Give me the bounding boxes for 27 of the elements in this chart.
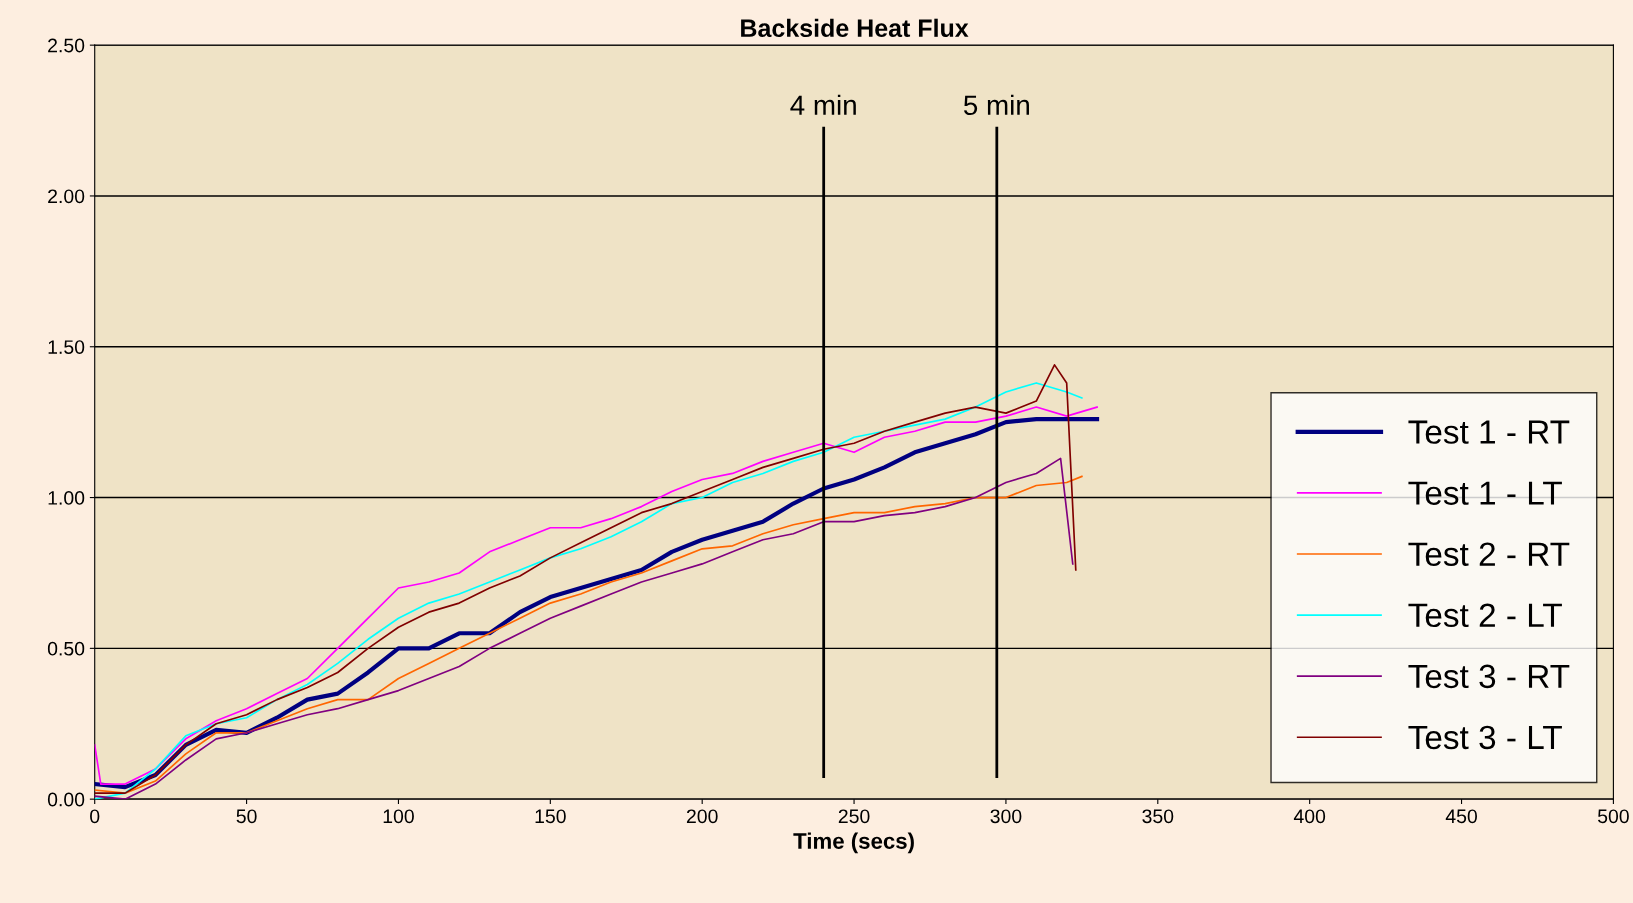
- x-tick-label: 200: [686, 809, 718, 824]
- x-tick-label: 350: [1142, 809, 1174, 824]
- x-tick-label: 250: [838, 809, 870, 824]
- legend-label: Test 1 - LT: [1408, 481, 1562, 505]
- x-tick-label: 450: [1445, 809, 1477, 824]
- x-axis-title: Time (secs): [793, 832, 914, 854]
- chart-title: Backside Heat Flux: [741, 18, 969, 38]
- legend-label: Test 1 - RT: [1408, 420, 1570, 444]
- legend-label: Test 2 - RT: [1408, 542, 1570, 567]
- y-tick-label: 0.50: [47, 641, 85, 656]
- legend-label: Test 3 - RT: [1408, 664, 1570, 689]
- x-tick-label: 150: [535, 809, 566, 824]
- x-tick-label: 0: [90, 809, 100, 824]
- x-tick-label: 100: [383, 809, 414, 824]
- x-tick-label: 50: [236, 809, 257, 824]
- legend-label: Test 2 - LT: [1408, 603, 1562, 628]
- y-tick-label: 2.00: [48, 189, 85, 204]
- x-tick-label: 500: [1597, 809, 1629, 824]
- y-tick-label: 1.50: [48, 340, 85, 354]
- x-tick-label: 300: [990, 809, 1022, 824]
- y-tick-label: 2.50: [48, 38, 85, 53]
- ref-line-label: 4 min: [790, 94, 856, 115]
- y-tick-label: 0.00: [47, 792, 85, 807]
- y-tick-label: 1.00: [48, 491, 85, 505]
- legend-label: Test 3 - LT: [1408, 725, 1562, 750]
- ref-line-label: 5 min: [963, 94, 1029, 116]
- x-tick-label: 400: [1293, 809, 1326, 824]
